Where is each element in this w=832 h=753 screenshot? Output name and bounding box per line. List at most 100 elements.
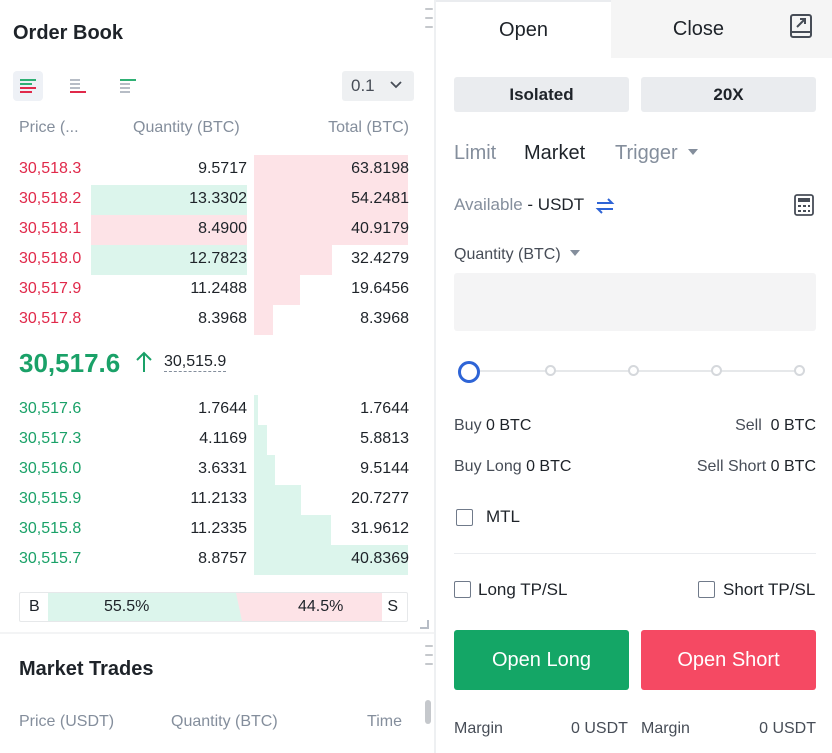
scrollbar[interactable]	[425, 700, 431, 724]
depth-bar	[254, 155, 408, 185]
col-quantity: Quantity (BTC)	[133, 119, 240, 136]
slider-thumb[interactable]	[458, 361, 480, 383]
ask-total: 54.2481	[351, 190, 409, 207]
order-type-market[interactable]: Market	[524, 142, 586, 164]
ask-price: 30,518.1	[19, 220, 82, 237]
slider-mark-50[interactable]	[628, 365, 639, 376]
sell-amount: Sell 0 BTC	[735, 417, 816, 435]
order-type-trigger[interactable]: Trigger	[615, 142, 699, 165]
depth-bar	[254, 485, 301, 515]
long-tpsl-label: Long TP/SL	[478, 580, 568, 599]
bid-row[interactable]: 30,515.9 11.2133 20.7277	[0, 485, 435, 515]
depth-bar	[254, 305, 273, 335]
calculator-icon[interactable]	[793, 193, 815, 217]
highlight-bar	[91, 245, 247, 275]
quantity-input[interactable]	[454, 273, 816, 331]
arrow-up-icon	[136, 351, 152, 372]
bid-total: 1.7644	[360, 400, 409, 417]
highlight-bar	[91, 215, 247, 245]
buy-label: Buy	[454, 417, 482, 434]
sell-ratio-label: S	[387, 598, 398, 615]
bid-quantity: 4.1169	[199, 430, 247, 447]
mtl-checkbox[interactable]	[456, 509, 473, 526]
order-type-trigger-label: Trigger	[615, 142, 678, 164]
buy-ratio-label: B	[29, 598, 40, 615]
ask-row[interactable]: 30,517.9 11.2488 19.6456	[0, 275, 435, 305]
panel-divider	[434, 0, 436, 753]
depth-bar	[254, 275, 300, 305]
chevron-down-icon	[390, 81, 402, 89]
bid-quantity: 1.7644	[198, 400, 247, 417]
slider-mark-100[interactable]	[794, 365, 805, 376]
depth-bar	[254, 245, 332, 275]
depth-bar	[254, 515, 331, 545]
price-step-select[interactable]: 0.1	[342, 71, 414, 101]
caret-down-icon	[688, 149, 699, 155]
long-tpsl-checkbox[interactable]	[454, 581, 471, 598]
bid-row[interactable]: 30,517.6 1.7644 1.7644	[0, 395, 435, 425]
short-tpsl-checkbox[interactable]	[698, 581, 715, 598]
send-doc-icon[interactable]	[789, 13, 815, 41]
last-price: 30,517.6	[19, 348, 121, 378]
ask-price: 30,518.2	[19, 190, 82, 207]
view-asks-icon	[70, 79, 86, 93]
highlight-bar	[91, 185, 247, 215]
ask-row[interactable]: 30,518.3 9.5717 63.8198	[0, 155, 435, 185]
bid-row[interactable]: 30,515.7 8.8757 40.8369	[0, 545, 435, 575]
bid-row[interactable]: 30,517.3 4.1169 5.8813	[0, 425, 435, 455]
open-short-button[interactable]: Open Short	[641, 630, 816, 690]
mtl-label: MTL	[486, 507, 520, 526]
leverage-button[interactable]: 20X	[641, 77, 816, 112]
quantity-slider[interactable]	[458, 360, 805, 384]
order-type-limit[interactable]: Limit	[454, 142, 497, 164]
tab-open[interactable]: Open	[436, 0, 611, 58]
quantity-label[interactable]: Quantity (BTC)	[454, 246, 581, 264]
transfer-icon[interactable]	[595, 196, 615, 216]
drag-handle[interactable]	[425, 645, 433, 665]
view-bids-icon	[120, 79, 136, 93]
margin-short-label: Margin	[641, 720, 690, 737]
quantity-label-text: Quantity (BTC)	[454, 246, 561, 263]
sell-short-amount: Sell Short 0 BTC	[697, 458, 816, 476]
view-both-icon	[20, 79, 36, 93]
view-asks-button[interactable]	[63, 71, 93, 101]
bid-price: 30,515.7	[19, 550, 82, 567]
ask-row[interactable]: 30,517.8 8.3968 8.3968	[0, 305, 435, 335]
open-long-button[interactable]: Open Long	[454, 630, 629, 690]
bid-row[interactable]: 30,515.8 11.2335 31.9612	[0, 515, 435, 545]
short-tpsl-label: Short TP/SL	[723, 580, 816, 599]
margin-long-value: 0 USDT	[571, 720, 628, 737]
available-value: - USDT	[527, 195, 585, 214]
drag-handle[interactable]	[425, 8, 433, 28]
tab-close[interactable]: Close	[672, 17, 725, 40]
margin-short-value: 0 USDT	[759, 720, 816, 737]
ask-quantity: 8.3968	[198, 310, 247, 327]
depth-bar	[254, 185, 408, 215]
available-label: Available	[454, 195, 523, 214]
view-bids-button[interactable]	[113, 71, 143, 101]
bid-total: 31.9612	[351, 520, 409, 537]
ask-row[interactable]: 30,518.1 8.4900 40.9179	[0, 215, 435, 245]
resize-corner-icon[interactable]	[418, 618, 430, 630]
bid-total: 5.8813	[360, 430, 409, 447]
buy-amount: Buy 0 BTC	[454, 417, 531, 435]
section-divider	[0, 632, 435, 634]
ask-row[interactable]: 30,518.0 12.7823 32.4279	[0, 245, 435, 275]
bid-total: 20.7277	[351, 490, 409, 507]
slider-mark-75[interactable]	[711, 365, 722, 376]
ask-row[interactable]: 30,518.2 13.3302 54.2481	[0, 185, 435, 215]
bid-row[interactable]: 30,516.0 3.6331 9.5144	[0, 455, 435, 485]
margin-mode-button[interactable]: Isolated	[454, 77, 629, 112]
depth-bar	[254, 395, 258, 425]
mark-price[interactable]: 30,515.9	[164, 353, 227, 372]
ask-total: 63.8198	[351, 160, 409, 177]
bid-price: 30,517.3	[19, 430, 82, 447]
sell-short-label: Sell Short	[696, 458, 767, 475]
sell-ratio-pct: 44.5%	[298, 598, 344, 615]
ask-quantity: 12.7823	[189, 250, 247, 267]
trades-col-quantity: Quantity (BTC)	[171, 713, 278, 730]
ask-total: 8.3968	[360, 310, 409, 327]
view-both-button[interactable]	[13, 71, 43, 101]
slider-mark-25[interactable]	[545, 365, 556, 376]
buy-value: 0 BTC	[486, 417, 532, 434]
